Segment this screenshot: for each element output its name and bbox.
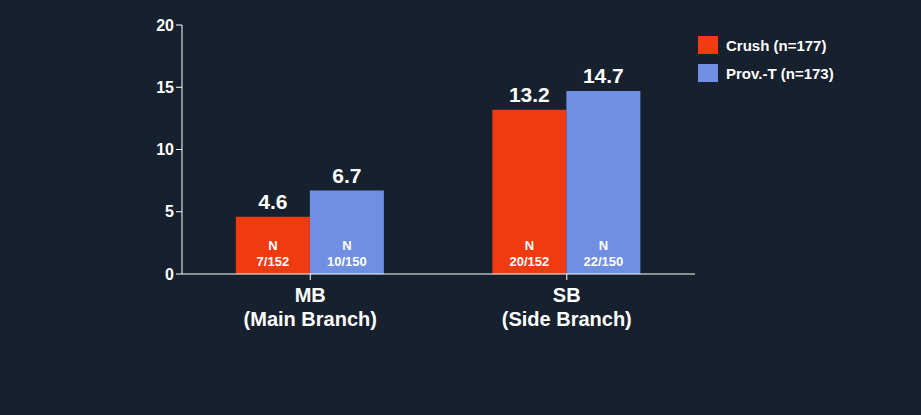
svg-text:N: N	[525, 238, 534, 253]
svg-text:15: 15	[156, 79, 174, 96]
svg-text:10/150: 10/150	[327, 254, 367, 269]
html-text:Crush (n=177): Crush (n=177)	[726, 36, 827, 54]
svg-text:20: 20	[156, 17, 174, 34]
svg-text:14.7: 14.7	[583, 64, 624, 87]
svg-text:4.6: 4.6	[258, 190, 287, 213]
svg-text:SB: SB	[553, 284, 581, 306]
svg-text:N: N	[342, 238, 351, 253]
svg-text:13.2: 13.2	[509, 83, 550, 106]
html-text:Prov.-T (n=173): Prov.-T (n=173)	[726, 64, 834, 82]
svg-text:(Side Branch): (Side Branch)	[502, 308, 632, 330]
svg-text:N: N	[268, 238, 277, 253]
svg-text:22/150: 22/150	[583, 254, 623, 269]
svg-text:7/152: 7/152	[257, 254, 290, 269]
svg-text:N: N	[599, 238, 608, 253]
svg-text:5: 5	[165, 203, 174, 220]
svg-text:(Main Branch): (Main Branch)	[244, 308, 377, 330]
svg-text:MB: MB	[295, 284, 326, 306]
svg-text:6.7: 6.7	[332, 164, 361, 187]
svg-text:10: 10	[156, 141, 174, 158]
svg-text:0: 0	[165, 266, 174, 283]
svg-text:20/152: 20/152	[509, 254, 549, 269]
